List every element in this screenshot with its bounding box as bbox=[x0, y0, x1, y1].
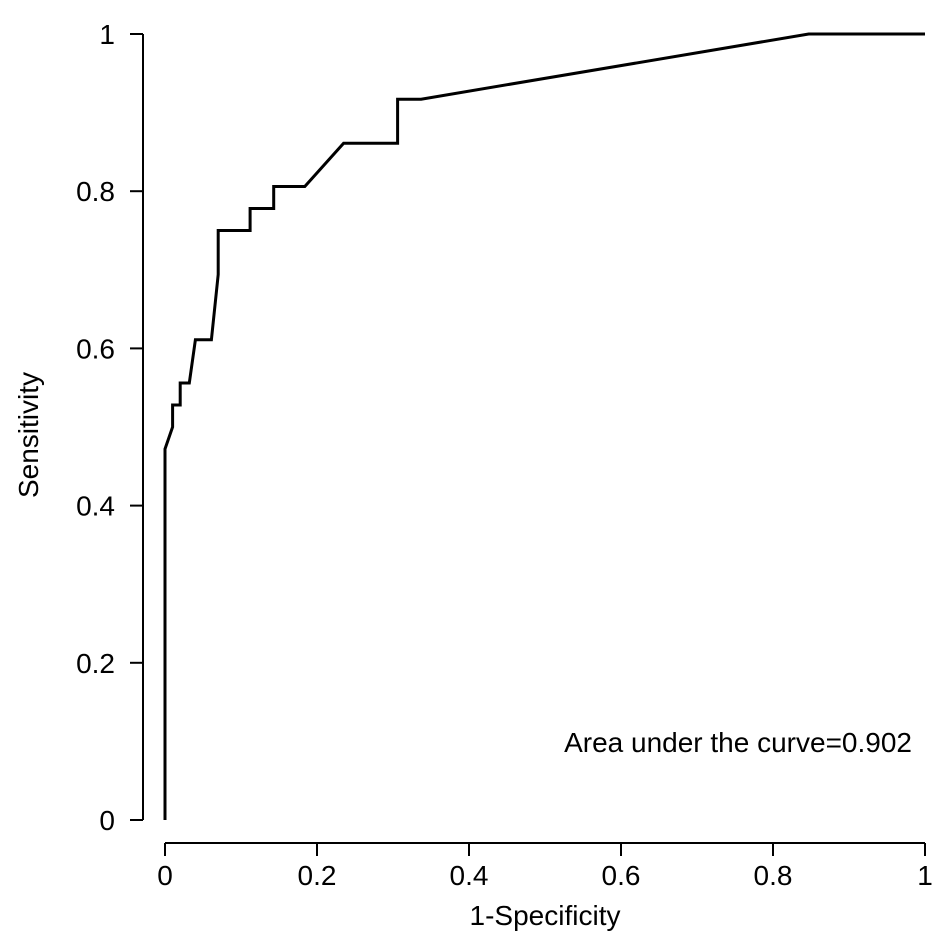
x-tick-label: 0.6 bbox=[602, 860, 641, 891]
x-tick-label: 0.8 bbox=[754, 860, 793, 891]
x-tick-label: 0 bbox=[157, 860, 173, 891]
y-tick-label: 0.4 bbox=[76, 491, 115, 522]
y-axis-title: Sensitivity bbox=[13, 372, 44, 498]
y-tick-label: 0 bbox=[99, 805, 115, 836]
roc-curve-line bbox=[163, 32, 925, 820]
y-tick-label: 0.2 bbox=[76, 648, 115, 679]
x-tick-label: 0.2 bbox=[298, 860, 337, 891]
y-tick-label: 1 bbox=[99, 19, 115, 50]
plot-area bbox=[163, 32, 925, 820]
auc-annotation: Area under the curve=0.902 bbox=[564, 727, 912, 758]
x-axis-title: 1-Specificity bbox=[470, 900, 621, 931]
x-axis: 0 0.2 0.4 0.6 0.8 1 bbox=[157, 842, 933, 891]
x-tick-label: 0.4 bbox=[450, 860, 489, 891]
y-tick-label: 0.8 bbox=[76, 176, 115, 207]
y-axis: 0 0.2 0.4 0.6 0.8 1 bbox=[76, 19, 144, 836]
x-tick-label: 1 bbox=[917, 860, 933, 891]
y-tick-label: 0.6 bbox=[76, 333, 115, 364]
